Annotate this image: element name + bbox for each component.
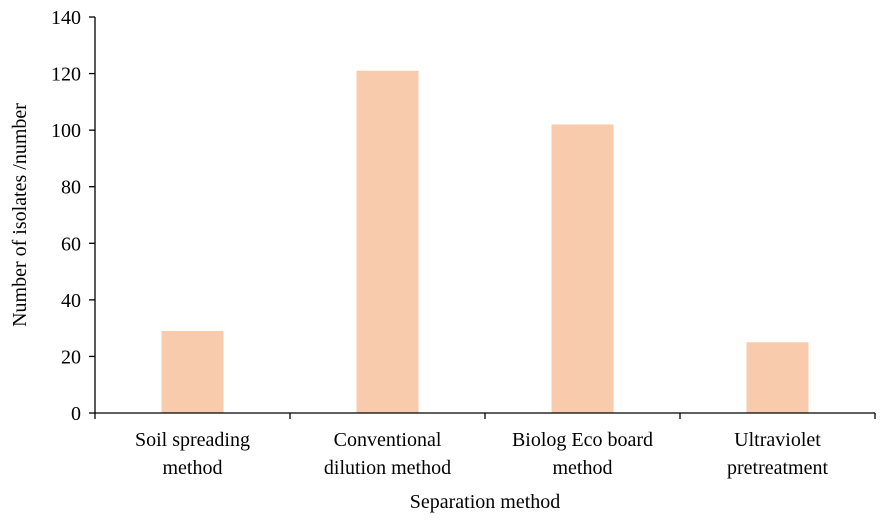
x-tick-label-line: Ultraviolet: [734, 429, 821, 451]
y-tick-label: 40: [61, 290, 81, 312]
x-tick-label-3: Biolog Eco board method: [512, 429, 653, 479]
y-tick-label: 60: [61, 233, 81, 255]
y-ticks-group: 0 20 40 60 80 100 120 140: [51, 7, 95, 425]
x-tick-label-1: Soil spreading method: [135, 429, 250, 479]
bars-group: [161, 70, 809, 413]
y-tick-label: 80: [61, 177, 81, 199]
x-tick-label-line: method: [553, 457, 613, 479]
x-tick-label-line: Biolog Eco board: [512, 429, 653, 451]
bar-3: [551, 124, 614, 413]
x-axis-label: Separation method: [410, 491, 561, 513]
y-tick-label: 120: [51, 64, 81, 86]
x-tick-label-line: method: [163, 457, 223, 479]
x-tick-label-line: Soil spreading: [135, 429, 250, 451]
x-tick-label-line: Conventional: [334, 429, 442, 451]
x-tick-label-2: Conventional dilution method: [324, 429, 451, 479]
y-tick-label: 20: [61, 346, 81, 368]
bar-2: [356, 70, 419, 413]
bar-4: [746, 342, 809, 413]
x-tick-label-line: dilution method: [324, 457, 451, 479]
x-ticks-group: Soil spreading method Conventional dilution…: [94, 413, 876, 479]
y-tick-label: 100: [51, 120, 81, 142]
y-axis-label: Number of isolates /number: [9, 103, 31, 327]
x-tick-label-4: Ultraviolet pretreatment: [727, 429, 828, 479]
y-tick-label: 140: [51, 7, 81, 29]
y-tick-label: 0: [71, 403, 81, 425]
x-tick-label-line: pretreatment: [727, 457, 828, 479]
bar-1: [161, 330, 224, 413]
